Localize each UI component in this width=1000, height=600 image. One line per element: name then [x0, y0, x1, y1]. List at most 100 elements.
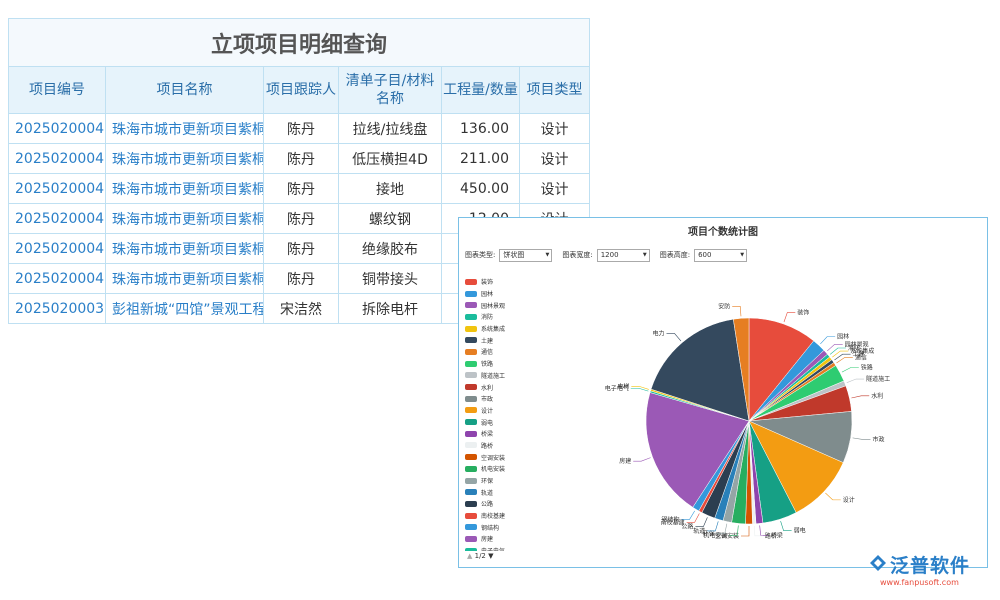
column-header: 项目类型	[518, 66, 591, 114]
table-cell: 211.00	[441, 143, 520, 174]
legend: 装饰 园林园林景观 消防系统集成 土建 通信 铁路隧道施工水利市政设计弱电 桥梁路桥 空调安装…	[465, 276, 545, 551]
legend-label: 南校基建	[481, 513, 506, 521]
legend-swatch	[465, 360, 477, 367]
leader-line	[666, 333, 682, 342]
column-header: 清单子目/材料名称	[338, 66, 442, 114]
table-row: 2025020004 珠海市城市更新项目紫桐 陈丹 低压横担4D 211.00 设计	[8, 143, 591, 174]
legend-item[interactable]: 隧道施工	[465, 370, 545, 382]
table-cell: 陈丹	[263, 113, 339, 144]
prev-page[interactable]: ▲	[467, 552, 473, 560]
legend-item[interactable]: 系统集成	[465, 323, 545, 335]
legend-swatch	[465, 302, 477, 309]
table-title: 立项项目明细查询	[7, 18, 591, 67]
legend-item[interactable]: 电子电气	[465, 545, 545, 551]
table-cell: 宋洁然	[263, 293, 339, 324]
table-cell: 2025020004	[8, 173, 106, 204]
logo-url: www.fanpusoft.com	[880, 578, 959, 587]
legend-item[interactable]: 消防	[465, 311, 545, 323]
legend-swatch	[465, 535, 477, 542]
table-cell: 低压横担4D	[338, 143, 442, 174]
legend-label: 设计	[481, 407, 494, 415]
legend-item[interactable]: 土建	[465, 334, 545, 346]
legend-label: 市政	[481, 396, 494, 404]
legend-item[interactable]: 弱电	[465, 416, 545, 428]
table-cell: 陈丹	[263, 263, 339, 294]
table-cell: 珠海市城市更新项目紫桐	[105, 203, 264, 234]
legend-swatch	[465, 337, 477, 344]
legend-item[interactable]: 轨道	[465, 486, 545, 498]
legend-label: 隧道施工	[481, 372, 506, 380]
table-cell: 珠海市城市更新项目紫桐	[105, 113, 264, 144]
leader-line	[732, 306, 742, 317]
legend-item[interactable]: 空调安装	[465, 451, 545, 463]
table-cell: 珠海市城市更新项目紫桐	[105, 233, 264, 264]
legend-item[interactable]: 钢结构	[465, 521, 545, 533]
slice-label: 弱电	[794, 527, 806, 535]
legend-item[interactable]: 南校基建	[465, 510, 545, 522]
legend-swatch	[465, 489, 477, 496]
table-cell: 珠海市城市更新项目紫桐	[105, 173, 264, 204]
leader-line	[630, 387, 649, 392]
legend-item[interactable]: 铁路	[465, 358, 545, 370]
leader-line	[832, 350, 849, 358]
table-cell: 拆除电杆	[338, 293, 442, 324]
legend-item[interactable]: 通信	[465, 346, 545, 358]
leader-line	[820, 336, 836, 345]
legend-item[interactable]: 设计	[465, 405, 545, 417]
column-header: 项目名称	[105, 66, 264, 114]
slice-label: 电力	[652, 329, 664, 337]
control: 图表类型: 饼状图	[465, 249, 553, 262]
leader-line	[633, 457, 651, 462]
legend-label: 系统集成	[481, 326, 506, 334]
leader-line	[631, 386, 649, 390]
legend-item[interactable]: 装饰	[465, 276, 545, 288]
select[interactable]: 饼状图	[499, 249, 553, 262]
legend-label: 水利	[481, 384, 494, 392]
legend-swatch	[465, 430, 477, 437]
leader-line	[759, 525, 769, 536]
slice-label: 系统集成	[850, 347, 874, 355]
slice-label: 电梯	[617, 382, 629, 390]
leader-line	[741, 526, 750, 537]
legend-item[interactable]: 水利	[465, 381, 545, 393]
legend-swatch	[465, 547, 477, 551]
legend-swatch	[465, 465, 477, 472]
header-row: 项目编号 项目名称 项目跟踪人 清单子目/材料名称 工程量/数量 项目类型	[8, 66, 591, 114]
legend-item[interactable]: 园林景观	[465, 299, 545, 311]
select[interactable]: 600	[694, 249, 748, 262]
legend-item[interactable]: 房建	[465, 533, 545, 545]
legend-label: 房建	[481, 536, 494, 544]
pie-slice	[645, 392, 750, 508]
table-cell: 陈丹	[263, 143, 339, 174]
slice-label: 公路	[681, 523, 693, 531]
table-cell: 螺纹钢	[338, 203, 442, 234]
legend-swatch	[465, 454, 477, 461]
legend-item[interactable]: 市政	[465, 393, 545, 405]
table-cell: 450.00	[441, 173, 520, 204]
legend-label: 路桥	[481, 442, 494, 450]
legend-item[interactable]: 机电安装	[465, 463, 545, 475]
legend-item[interactable]: 环保	[465, 475, 545, 487]
table-cell: 接地	[338, 173, 442, 204]
legend-item[interactable]: 园林	[465, 288, 545, 300]
leader-line	[729, 525, 739, 536]
detail-table: 立项项目明细查询 项目编号 项目名称 项目跟踪人 清单子目/材料名称 工程量/数量 项目类…	[7, 18, 591, 324]
slice-label: 南校基建	[661, 518, 685, 526]
legend-item[interactable]: 公路	[465, 498, 545, 510]
legend-item[interactable]: 路桥	[465, 440, 545, 452]
slice-label: 房建	[619, 457, 631, 465]
table-cell: 2025020003	[8, 293, 106, 324]
select[interactable]: 1200	[596, 249, 650, 262]
leader-line	[841, 367, 859, 373]
legend-label: 钢结构	[481, 524, 500, 532]
legend-label: 弱电	[481, 419, 494, 427]
legend-swatch	[465, 372, 477, 379]
leader-line	[716, 523, 728, 534]
legend-label: 园林景观	[481, 302, 506, 310]
leader-line	[780, 521, 792, 531]
slice-label: 铁路	[861, 363, 873, 371]
legend-item[interactable]: 桥梁	[465, 428, 545, 440]
next-page[interactable]: ▼	[488, 552, 494, 560]
